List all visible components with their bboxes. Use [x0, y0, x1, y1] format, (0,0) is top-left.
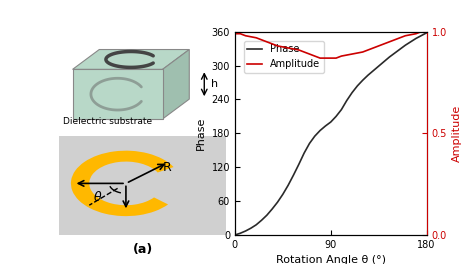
- Text: (a): (a): [132, 243, 153, 256]
- Text: θ: θ: [94, 191, 101, 204]
- X-axis label: Rotation Angle θ (°): Rotation Angle θ (°): [276, 255, 386, 264]
- Text: Dielectric substrate: Dielectric substrate: [63, 117, 152, 126]
- Polygon shape: [73, 69, 163, 119]
- Y-axis label: Amplitude: Amplitude: [452, 105, 463, 162]
- Y-axis label: Phase: Phase: [196, 117, 206, 150]
- Text: R: R: [163, 161, 171, 174]
- Legend: Phase, Amplitude: Phase, Amplitude: [244, 41, 324, 73]
- Wedge shape: [71, 151, 173, 216]
- Polygon shape: [163, 50, 189, 119]
- Polygon shape: [73, 50, 189, 69]
- Polygon shape: [59, 136, 226, 235]
- Text: h: h: [211, 79, 218, 89]
